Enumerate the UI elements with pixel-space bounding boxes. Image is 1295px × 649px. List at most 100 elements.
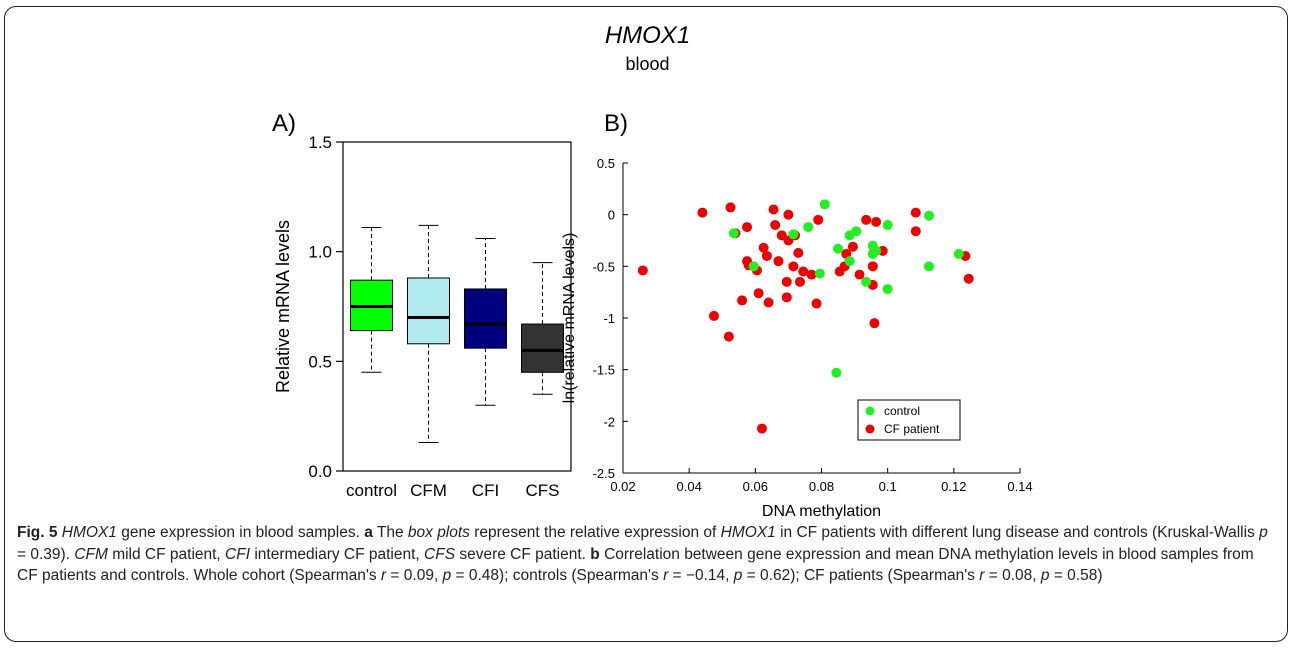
caption-cfm-text: mild CF patient,	[107, 545, 226, 563]
plot-area-a	[342, 141, 572, 472]
box-CFI	[464, 238, 507, 406]
data-point	[768, 204, 779, 215]
caption-b-whole-r: = 0.09,	[386, 567, 443, 584]
data-point	[882, 220, 893, 230]
data-point	[773, 256, 784, 267]
caption-b-marker: b	[590, 545, 600, 563]
y-axis-label-b: ln(relative mRNA levels)	[561, 233, 578, 404]
caption-cfs-text: severe CF patient.	[455, 545, 591, 563]
caption-p-3: p	[733, 567, 743, 584]
y-tick-label-a: 1.5	[308, 133, 332, 152]
caption-b-cf-p: = 0.58)	[1049, 567, 1103, 584]
caption-p-1: p	[1259, 524, 1268, 541]
legend-label: CF patient	[884, 422, 940, 436]
caption-b-text1: Correlation between gene expression and …	[17, 545, 1254, 585]
legend-marker	[865, 406, 875, 416]
data-point	[742, 222, 753, 233]
data-point	[854, 269, 865, 280]
panel-a-label: A)	[272, 110, 296, 137]
data-point	[637, 265, 648, 276]
data-point	[728, 228, 739, 239]
box-body	[464, 288, 507, 349]
caption-b-whole-p: = 0.48); controls (Spearman's	[451, 567, 664, 584]
caption-r-1: r	[380, 567, 387, 584]
data-point	[803, 222, 814, 233]
y-tick-label-b: -2	[603, 414, 615, 429]
legend-box	[857, 399, 961, 441]
caption-a-marker: a	[364, 524, 373, 541]
data-point	[910, 207, 921, 218]
data-point	[725, 202, 736, 213]
category-label: control	[346, 481, 397, 500]
data-point	[811, 298, 822, 309]
caption-fig-label: Fig. 5	[17, 524, 58, 541]
box-body	[521, 323, 564, 373]
data-point	[867, 248, 878, 259]
data-point	[847, 241, 858, 252]
data-point	[794, 276, 805, 287]
data-point	[753, 288, 764, 299]
data-point	[814, 268, 825, 279]
box-CFS	[521, 262, 564, 395]
caption-gene: HMOX1	[61, 524, 117, 541]
data-point	[882, 284, 893, 295]
caption-p-4: p	[1040, 567, 1050, 584]
data-point	[748, 261, 759, 272]
y-tick-label-b: -1	[603, 311, 615, 326]
caption-a-text2: represent the relative expression of	[469, 524, 721, 541]
y-tick-label-b: -1.5	[593, 363, 615, 378]
data-point	[761, 251, 772, 261]
x-axis-label-b: DNA methylation	[762, 503, 881, 520]
data-point	[963, 273, 974, 284]
data-point	[781, 276, 792, 287]
figure-caption: Fig. 5 HMOX1 gene expression in blood sa…	[17, 522, 1275, 587]
data-point	[861, 214, 872, 225]
caption-a-text1: The	[372, 524, 408, 541]
x-tick-label-b: 0.1	[879, 479, 897, 494]
category-label: CFI	[472, 481, 499, 500]
caption-b-ctrl-r: = −0.14,	[668, 567, 734, 584]
y-tick-label-b: -2.5	[593, 466, 615, 481]
series-control	[728, 199, 964, 378]
data-point	[819, 199, 830, 210]
data-point	[924, 210, 935, 221]
x-tick-label-b: 0.12	[941, 479, 966, 494]
x-tick-label-b: 0.06	[743, 479, 768, 494]
x-tick-label-b: 0.02	[610, 479, 635, 494]
caption-a-p-value: = 0.39).	[17, 545, 75, 563]
box-body	[407, 277, 450, 345]
data-point	[806, 269, 817, 280]
data-point	[953, 248, 964, 259]
category-label: CFS	[526, 481, 560, 500]
data-point	[833, 243, 844, 254]
category-label: CFM	[410, 481, 447, 500]
series-cf-patient	[637, 202, 974, 434]
gene-title: HMOX1	[604, 22, 691, 49]
caption-r-3: r	[979, 567, 985, 584]
x-tick-label-b: 0.14	[1007, 479, 1032, 494]
data-point	[697, 207, 708, 218]
caption-p-2: p	[442, 567, 452, 584]
panel-b-label: B)	[604, 110, 628, 137]
data-point	[869, 318, 880, 329]
data-point	[851, 226, 862, 237]
y-tick-label-a: 1.0	[308, 243, 332, 262]
data-point	[763, 297, 774, 308]
data-point	[867, 261, 878, 272]
caption-gene-2: HMOX1	[720, 524, 776, 541]
y-tick-label-a: 0.0	[308, 462, 332, 481]
y-axis-label-a: Relative mRNA levels	[273, 220, 293, 393]
data-point	[910, 226, 921, 237]
y-tick-label-b: 0	[608, 208, 615, 223]
data-point	[831, 367, 842, 378]
caption-title-rest: gene expression in blood samples.	[116, 524, 365, 541]
figure-frame	[4, 6, 1288, 642]
caption-b-ctrl-p: = 0.62); CF patients (Spearman's	[742, 567, 980, 584]
legend-marker	[865, 424, 875, 434]
data-point	[770, 220, 781, 230]
data-point	[783, 209, 794, 220]
y-tick-label-b: 0.5	[597, 156, 615, 171]
data-point	[861, 276, 872, 287]
caption-b-cf-r: = 0.08,	[984, 567, 1041, 584]
